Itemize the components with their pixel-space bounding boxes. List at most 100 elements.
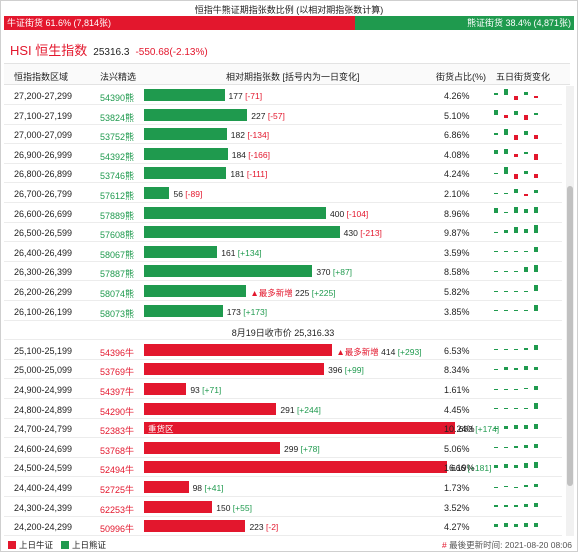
trend-bar (504, 310, 508, 312)
warrant-code-link[interactable]: 54390熊 (100, 93, 135, 103)
table-row[interactable]: 26,300-26,399 57887熊 370 [+87] 8.58% (4, 262, 562, 282)
trend-bar (494, 368, 498, 370)
contracts-number: 370 (316, 267, 333, 278)
contracts-value: 223 [-2] (249, 522, 278, 532)
five-day-trend (492, 223, 544, 242)
share-cell: 5.10% (444, 110, 470, 121)
five-day-trend (492, 400, 544, 419)
share-cell: 3.52% (444, 502, 470, 513)
contracts-value: 291 [+244] (280, 405, 320, 415)
contracts-bar (144, 461, 448, 474)
cbbc-table[interactable]: 27,200-27,299 54390熊 177 [-71] 4.26% 27,100-… (4, 86, 562, 536)
table-row[interactable]: 26,900-26,999 54392熊 184 [-166] 4.08% (4, 145, 562, 164)
contracts-value: 227 [-57] (251, 111, 285, 121)
legend-bull-label: 上日牛证 (19, 540, 54, 550)
table-scrollbar[interactable] (566, 86, 574, 536)
table-row[interactable]: 24,500-24,599 52494牛 666 [+181] 16.19% (4, 458, 562, 478)
trend-bar (514, 290, 518, 292)
warrant-code-link[interactable]: 57887熊 (100, 269, 135, 280)
table-row[interactable]: 26,800-26,899 53746熊 181 [-111] 4.24% (4, 164, 562, 184)
trend-bar (524, 445, 528, 449)
table-row[interactable]: 26,400-26,499 58067熊 161 [+134] 3.59% (4, 243, 562, 262)
daily-change: [-104] (346, 208, 369, 219)
warrant-code-link[interactable]: 53746熊 (100, 171, 135, 182)
warrant-code-link[interactable]: 54397牛 (100, 387, 135, 397)
contracts-value: ▲最多新增 414 [+293] (336, 346, 421, 358)
warrant-code-link[interactable]: 54396牛 (100, 347, 135, 358)
range-cell: 26,700-26,799 (14, 189, 73, 199)
contracts-bar (144, 304, 223, 317)
trend-bar (514, 207, 518, 214)
heavy-zone-label: 重货区 (148, 424, 174, 435)
trend-bar (514, 154, 518, 158)
table-row[interactable]: 26,700-26,799 57612熊 56 [-89] 2.10% (4, 184, 562, 203)
share-cell: 2.10% (444, 189, 470, 199)
table-row[interactable]: 27,200-27,299 54390熊 177 [-71] 4.26% (4, 86, 562, 105)
header-trend: 五日街货变化 (496, 72, 551, 82)
trend-bar (534, 503, 538, 508)
contracts-bar (144, 89, 225, 101)
warrant-code-link[interactable]: 52383牛 (100, 426, 135, 437)
table-row[interactable]: 26,100-26,199 58073熊 173 [+173] 3.85% (4, 302, 562, 321)
trend-bar (534, 134, 538, 140)
trend-bar (504, 167, 508, 174)
warrant-code-link[interactable]: 53769牛 (100, 367, 135, 378)
index-name[interactable]: HSI 恒生指数 (10, 43, 88, 58)
trend-bar (504, 504, 508, 508)
trend-bar (494, 290, 498, 292)
contracts-value: 666 [+181] (451, 463, 491, 473)
trend-bar (494, 93, 498, 96)
trend-bar (534, 95, 538, 98)
warrant-code-link[interactable]: 58067熊 (100, 249, 135, 260)
table-row[interactable]: 24,800-24,899 54290牛 291 [+244] 4.45% (4, 400, 562, 419)
warrant-code-link[interactable]: 58073熊 (100, 308, 135, 319)
warrant-code-link[interactable]: 57612熊 (100, 191, 135, 201)
contracts-value: 161 [+134] (221, 248, 261, 258)
table-row[interactable]: 24,200-24,299 50996牛 223 [-2] 4.27% (4, 517, 562, 536)
share-cell: 4.27% (444, 522, 470, 533)
daily-change: [-2] (266, 522, 279, 533)
daily-change: [+293] (397, 346, 422, 357)
table-row[interactable]: 24,900-24,999 54397牛 93 [+71] 1.61% (4, 380, 562, 399)
warrant-code-link[interactable]: 57608熊 (100, 230, 135, 241)
warrant-code-link[interactable]: 52725牛 (100, 485, 135, 495)
warrant-code-link[interactable]: 50996牛 (100, 524, 135, 535)
range-cell: 24,500-24,599 (14, 463, 73, 474)
warrant-code-link[interactable]: 54392熊 (100, 151, 135, 162)
table-row[interactable]: 24,700-24,799 52383牛 重货区 683 [+174] 10.24% (4, 419, 562, 439)
table-row[interactable]: 26,600-26,699 57889熊 400 [-104] 8.96% (4, 204, 562, 223)
table-row[interactable]: 25,100-25,199 54396牛 ▲最多新增 414 [+293] 6.53% (4, 341, 562, 360)
table-row[interactable]: 26,200-26,299 58074熊 ▲最多新增 225 [+225] 5.82% (4, 282, 562, 301)
trend-bar (534, 154, 538, 160)
contracts-value: 396 [+99] (328, 365, 364, 375)
trend-bar (524, 130, 528, 135)
trend-bar (524, 463, 528, 468)
table-row[interactable]: 24,600-24,699 53768牛 299 [+78] 5.06% (4, 439, 562, 458)
trend-bar (504, 367, 508, 370)
warrant-code-link[interactable]: 58074熊 (100, 289, 135, 299)
warrant-code-link[interactable]: 52494牛 (100, 465, 135, 476)
warrant-code-link[interactable]: 53752熊 (100, 132, 135, 143)
trend-bar (494, 408, 498, 410)
warrant-code-link[interactable]: 53824熊 (100, 112, 135, 123)
table-row[interactable]: 24,400-24,499 52725牛 98 [+41] 1.73% (4, 478, 562, 497)
contracts-number: 184 (231, 149, 249, 160)
warrant-code-link[interactable]: 54290牛 (100, 406, 135, 417)
contracts-number: 223 (249, 522, 266, 533)
table-row[interactable]: 26,500-26,599 57608熊 430 [-213] 9.87% (4, 223, 562, 243)
warrant-code-link[interactable]: 62253牛 (100, 504, 135, 515)
five-day-trend (492, 517, 544, 536)
table-row[interactable]: 25,000-25,099 53769牛 396 [+99] 8.34% (4, 360, 562, 380)
trend-bar (524, 170, 528, 174)
table-row[interactable]: 24,300-24,399 62253牛 150 [+55] 3.52% (4, 498, 562, 517)
contracts-number: 430 (343, 228, 361, 239)
trend-bar (524, 228, 528, 233)
table-row[interactable]: 27,000-27,099 53752熊 182 [-134] 6.86% (4, 125, 562, 145)
trend-bar (534, 403, 538, 410)
table-row[interactable]: 27,100-27,199 53824熊 227 [-57] 5.10% (4, 106, 562, 125)
trend-bar (534, 113, 538, 116)
range-cell: 26,600-26,699 (14, 208, 73, 219)
warrant-code-link[interactable]: 57889熊 (100, 210, 135, 221)
scrollbar-thumb[interactable] (567, 186, 573, 486)
warrant-code-link[interactable]: 53768牛 (100, 445, 135, 456)
